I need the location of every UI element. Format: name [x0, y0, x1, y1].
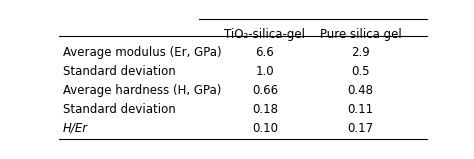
- Text: 6.6: 6.6: [255, 46, 274, 59]
- Text: H/Er: H/Er: [63, 122, 88, 135]
- Text: TiO₂-silica-gel: TiO₂-silica-gel: [225, 28, 305, 41]
- Text: 0.17: 0.17: [347, 122, 374, 135]
- Text: Standard deviation: Standard deviation: [63, 65, 176, 78]
- Text: Average hardness (H, GPa): Average hardness (H, GPa): [63, 84, 221, 97]
- Text: 0.11: 0.11: [347, 103, 374, 116]
- Text: 0.18: 0.18: [252, 103, 278, 116]
- Text: 0.66: 0.66: [252, 84, 278, 97]
- Text: 0.5: 0.5: [351, 65, 370, 78]
- Text: Standard deviation: Standard deviation: [63, 103, 176, 116]
- Text: 2.9: 2.9: [351, 46, 370, 59]
- Text: Pure silica gel: Pure silica gel: [319, 28, 401, 41]
- Text: 1.0: 1.0: [255, 65, 274, 78]
- Text: 0.10: 0.10: [252, 122, 278, 135]
- Text: 0.48: 0.48: [347, 84, 374, 97]
- Text: Average modulus (Er, GPa): Average modulus (Er, GPa): [63, 46, 221, 59]
